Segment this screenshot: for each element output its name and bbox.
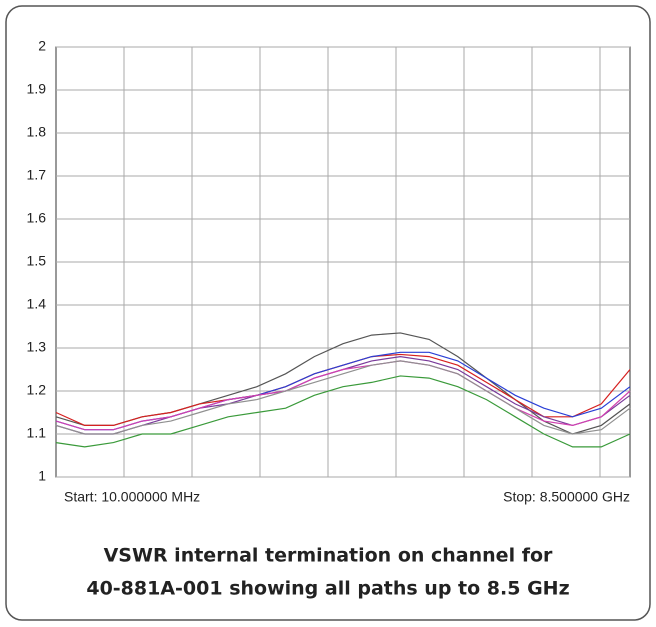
y-tick-label: 1.1	[27, 425, 47, 441]
y-tick-label: 1.8	[27, 124, 47, 140]
y-tick-label: 1.3	[27, 339, 47, 355]
y-tick-label: 1.7	[27, 167, 47, 183]
caption: VSWR internal termination on channel for	[104, 545, 553, 567]
y-tick-label: 1.9	[27, 81, 47, 97]
y-tick-label: 1.5	[27, 253, 47, 269]
caption: 40-881A-001 showing all paths up to 8.5 …	[86, 578, 569, 600]
start-label: Start: 10.000000 MHz	[64, 489, 200, 505]
series-line	[55, 360, 631, 431]
y-tick-label: 1.4	[27, 296, 47, 312]
y-tick-label: 2	[38, 38, 46, 54]
series-line	[55, 375, 631, 448]
y-tick-label: 1.2	[27, 382, 47, 398]
y-tick-label: 1	[38, 468, 46, 484]
y-tick-label: 1.6	[27, 210, 47, 226]
series-line	[55, 360, 631, 435]
stop-label: Stop: 8.500000 GHz	[503, 489, 630, 505]
